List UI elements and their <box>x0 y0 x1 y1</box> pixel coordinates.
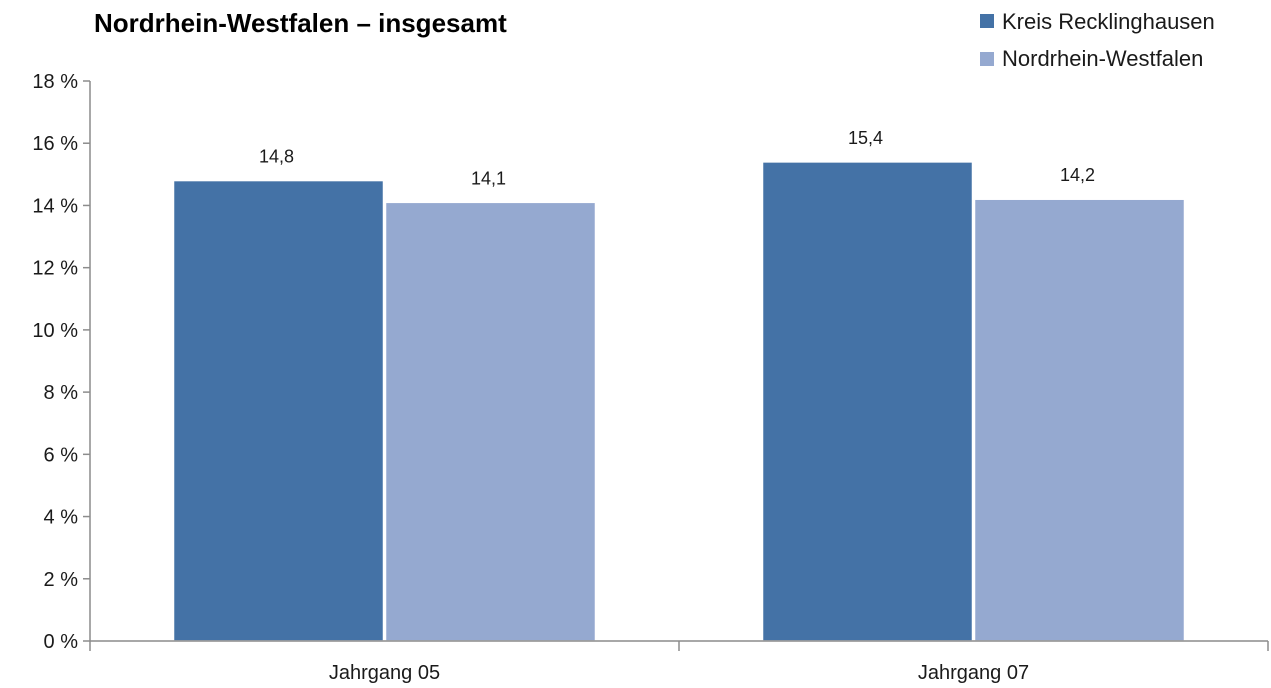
y-tick-label: 6 % <box>44 444 79 466</box>
y-tick-label: 0 % <box>44 631 79 653</box>
y-tick-label: 14 % <box>32 195 78 217</box>
data-label: 14,8 <box>259 147 294 167</box>
legend-label-nordrhein-westfalen: Nordrhein-Westfalen <box>1002 46 1203 71</box>
bar-kreis-recklinghausen-1 <box>172 179 385 642</box>
bar-kreis-recklinghausen-2 <box>761 161 974 642</box>
y-tick-label: 2 % <box>44 569 79 591</box>
bars <box>172 161 1186 642</box>
x-axis: Jahrgang 05 Jahrgang 07 <box>89 640 1269 684</box>
bar-nordrhein-westfalen-2 <box>973 198 1186 642</box>
data-label: 14,2 <box>1060 165 1095 185</box>
y-tick-label: 16 % <box>32 133 78 155</box>
x-category-label: Jahrgang 05 <box>329 662 440 684</box>
chart-legend: Kreis Recklinghausen Nordrhein-Westfalen <box>980 9 1215 71</box>
bar-nordrhein-westfalen-1 <box>384 201 597 642</box>
y-tick-label: 4 % <box>44 507 79 529</box>
data-labels: 14,8 14,1 15,4 14,2 <box>259 128 1095 188</box>
x-category-label: Jahrgang 07 <box>918 662 1029 684</box>
y-tick-label: 18 % <box>32 71 78 93</box>
legend-label-kreis-recklinghausen: Kreis Recklinghausen <box>1002 9 1215 34</box>
y-tick-label: 8 % <box>44 382 79 404</box>
legend-swatch-nordrhein-westfalen <box>980 52 994 66</box>
y-tick-label: 10 % <box>32 320 78 342</box>
chart-title: Nordrhein-Westfalen – insgesamt <box>94 8 507 38</box>
legend-swatch-kreis-recklinghausen <box>980 14 994 28</box>
data-label: 14,1 <box>471 168 506 188</box>
y-axis: 0 % 2 % 4 % 6 % 8 % 10 % 12 % 14 % 16 % 18 % <box>32 71 91 653</box>
y-tick-label: 12 % <box>32 258 78 280</box>
data-label: 15,4 <box>848 128 883 148</box>
